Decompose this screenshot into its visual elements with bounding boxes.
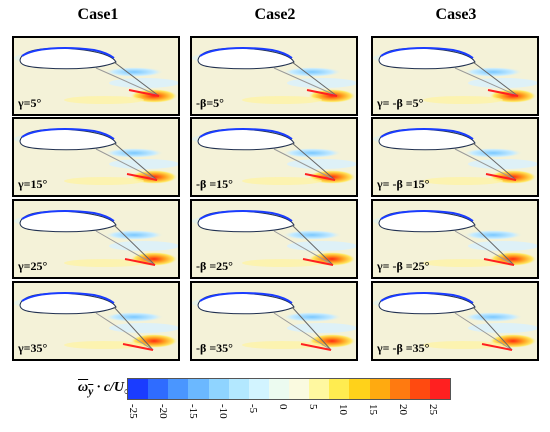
vorticity-panel-case3-row4: γ= -β =35°	[371, 281, 539, 361]
colorbar-tick-label: -20	[157, 404, 169, 419]
colorbar-tick-label: -15	[187, 404, 199, 419]
colorbar-tick-label: -5	[247, 404, 259, 414]
vorticity-panel-case3-row1: γ= -β =5°	[371, 36, 539, 116]
colorbar-segment	[369, 379, 390, 399]
colorbar-tick-label: 10	[337, 404, 349, 415]
colorbar-tick-label: 20	[397, 404, 409, 415]
vorticity-panel-case2-row3: -β =25°	[190, 199, 358, 279]
column-title-3: Case3	[435, 6, 477, 23]
colorbar-tick-label: 5	[307, 404, 319, 410]
panel-angle-label: γ=15°	[18, 177, 48, 191]
colorbar-segment	[289, 379, 310, 399]
panel-angle-label: -β=5°	[196, 96, 224, 110]
vorticity-panel-case2-row1: -β=5°	[190, 36, 358, 116]
panel-angle-label: γ= -β =25°	[377, 259, 430, 273]
vorticity-panel-case2-row4: -β =35°	[190, 281, 358, 361]
colorbar-segment	[168, 379, 189, 399]
colorbar: ωy · c/U∞ -25 -20 -15 -10 -5 0 5 10 15 20 25	[0, 370, 550, 432]
panel-angle-label: γ= -β =35°	[377, 341, 430, 355]
panel-angle-label: -β =25°	[196, 259, 233, 273]
colorbar-segment	[409, 379, 430, 399]
panel-angle-label: γ=5°	[18, 96, 42, 110]
column-title-1: Case1	[77, 6, 119, 23]
colorbar-tick-label: 0	[277, 404, 289, 410]
vorticity-panel-case3-row2: γ= -β =15°	[371, 117, 539, 197]
vorticity-panel-case2-row2: -β =15°	[190, 117, 358, 197]
colorbar-segment	[389, 379, 410, 399]
colorbar-segment	[228, 379, 249, 399]
colorbar-segment	[309, 379, 330, 399]
panel-angle-label: γ= -β =5°	[377, 96, 424, 110]
colorbar-gradient	[127, 378, 451, 400]
colorbar-tick-label: -10	[217, 404, 229, 419]
colorbar-segment	[268, 379, 289, 399]
colorbar-segment	[329, 379, 350, 399]
colorbar-segment	[248, 379, 269, 399]
colorbar-segment	[429, 379, 450, 399]
panel-angle-label: -β =35°	[196, 341, 233, 355]
colorbar-segment	[188, 379, 209, 399]
colorbar-segment	[208, 379, 229, 399]
colorbar-tick-label: 25	[427, 404, 439, 415]
panel-angle-label: γ= -β =15°	[377, 177, 430, 191]
colorbar-segment	[349, 379, 370, 399]
colorbar-segment	[128, 379, 149, 399]
colorbar-segment	[148, 379, 169, 399]
colorbar-tick-label: 15	[367, 404, 379, 415]
vorticity-panel-case1-row2: γ=15°	[12, 117, 180, 197]
vorticity-panel-case1-row4: γ=35°	[12, 281, 180, 361]
vorticity-panel-case1-row3: γ=25°	[12, 199, 180, 279]
panel-angle-label: γ=35°	[18, 341, 48, 355]
column-title-2: Case2	[254, 6, 296, 23]
vorticity-panel-case3-row3: γ= -β =25°	[371, 199, 539, 279]
panel-angle-label: -β =15°	[196, 177, 233, 191]
colorbar-label: ωy · c/U∞	[78, 380, 132, 398]
vorticity-panel-case1-row1: γ=5°	[12, 36, 180, 116]
colorbar-tick-label: -25	[127, 404, 139, 419]
panel-angle-label: γ=25°	[18, 259, 48, 273]
